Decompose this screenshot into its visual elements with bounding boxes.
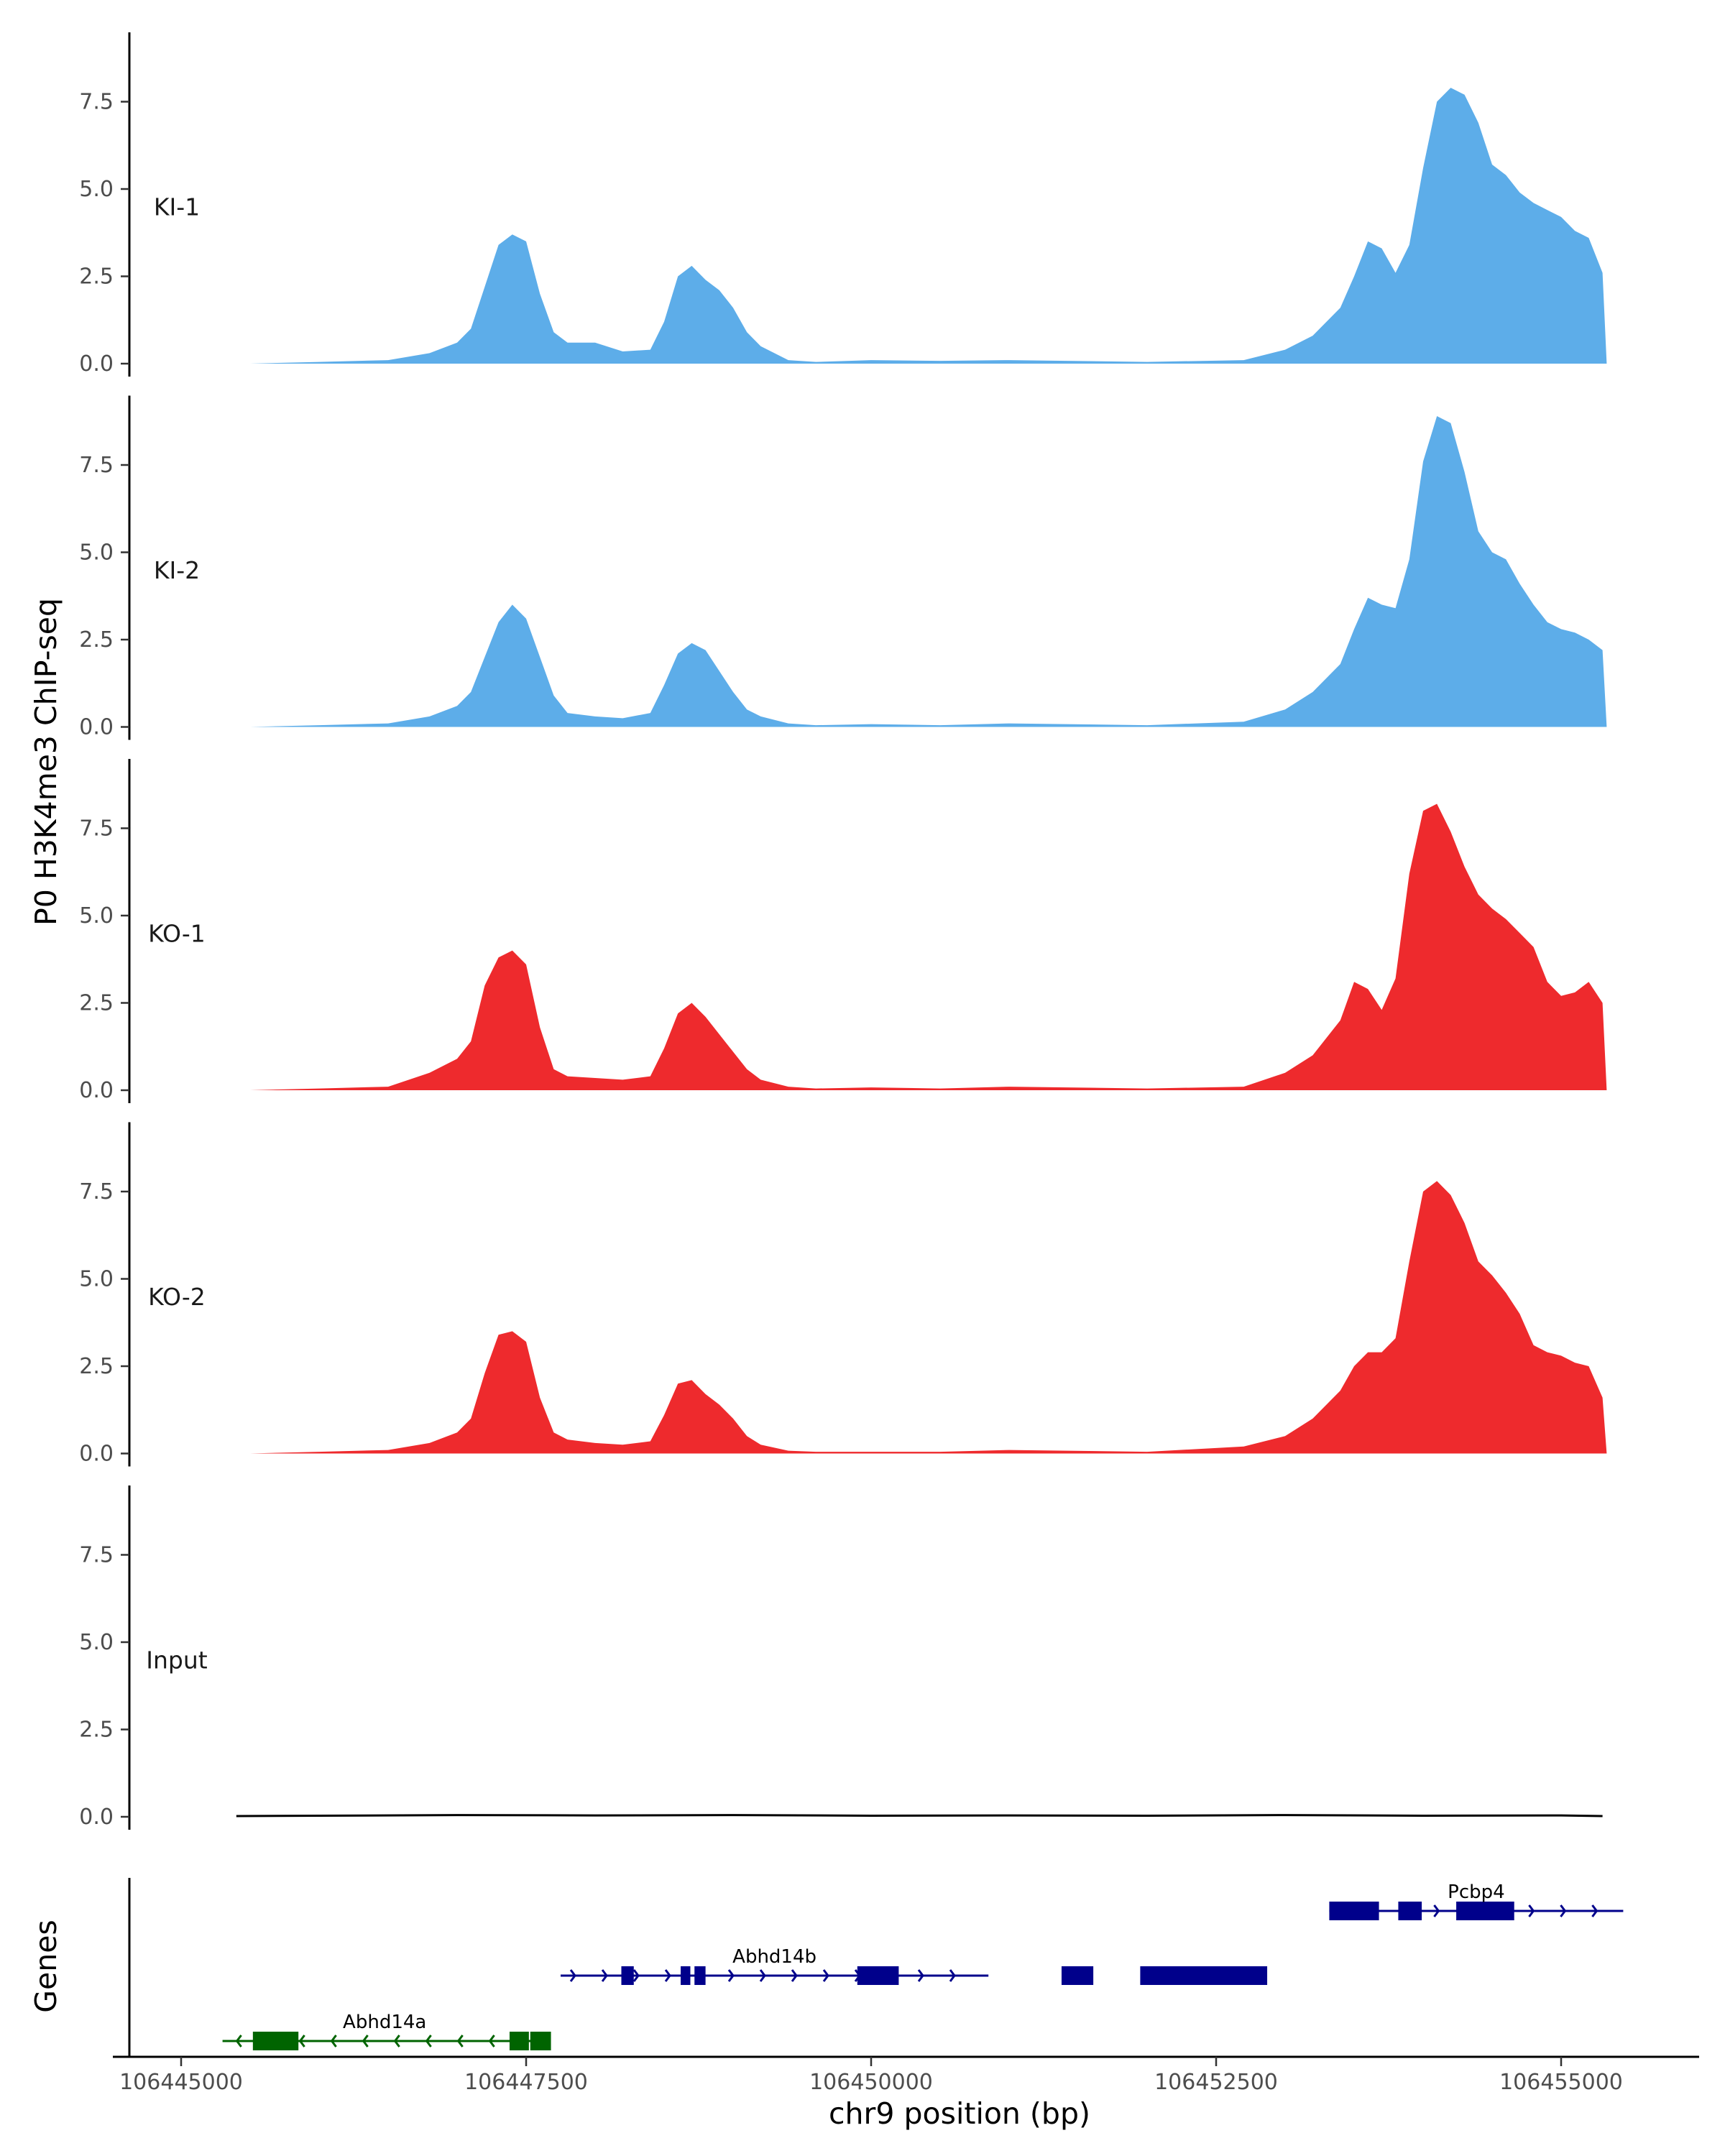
strand-arrow	[727, 1969, 735, 1982]
track-label: KI-2	[154, 556, 200, 584]
strand-arrow	[601, 1969, 608, 1982]
exon-block	[681, 1966, 691, 1985]
strand-arrow	[456, 2035, 464, 2047]
x-tick-label: 106445000	[119, 2070, 243, 2095]
strand-arrow	[632, 1969, 640, 1982]
strand-arrow	[664, 1969, 671, 1982]
series-line	[236, 1814, 1603, 1818]
strand-arrow	[822, 1969, 829, 1982]
gene-label: Pcbp4	[1448, 1881, 1505, 1903]
gene-pcbp4: Pcbp4	[1329, 1881, 1624, 1920]
track-label: KO-2	[148, 1283, 206, 1311]
y-tick-label: 7.5	[79, 1179, 114, 1204]
strand-arrow	[917, 1969, 924, 1982]
gene-abhd14b: Abhd14b	[561, 1946, 1268, 1985]
strand-arrow	[425, 2035, 432, 2047]
genes-axis-title: Genes	[29, 1920, 63, 2013]
y-tick-label: 2.5	[79, 991, 114, 1016]
series-area	[250, 88, 1607, 364]
exon-block	[1456, 1902, 1514, 1920]
x-tick-label: 106455000	[1499, 2070, 1623, 2095]
x-tick-label: 106447500	[464, 2070, 588, 2095]
y-tick-label: 7.5	[79, 1543, 114, 1568]
x-axis-title: chr9 position (bp)	[829, 2096, 1090, 2131]
coverage-tracks: 0.0 2.5 5.0 7.5 KI-1 0.0 2.5 5.0 7.5 KI-2 0.0 2.5 5.…	[79, 32, 1607, 1830]
exon-block	[694, 1966, 706, 1985]
y-tick-label: 5.0	[79, 177, 114, 202]
strand-arrow	[330, 2035, 337, 2047]
y-tick-label: 5.0	[79, 540, 114, 566]
strand-arrow	[949, 1969, 956, 1982]
strand-arrow	[235, 2035, 242, 2047]
track-ko-1: 0.0 2.5 5.0 7.5 KO-1	[79, 759, 1607, 1103]
y-tick-label: 0.0	[79, 1078, 114, 1103]
y-tick-label: 7.5	[79, 453, 114, 478]
y-tick-label: 2.5	[79, 627, 114, 653]
strand-arrow	[1560, 1904, 1567, 1917]
series-area	[250, 1181, 1607, 1454]
gene-abhd14a: Abhd14a	[222, 2012, 551, 2050]
gene-annotation-track: Pcbp4 Abhd14b Abhd14a	[128, 1878, 1624, 2057]
track-label: KI-1	[154, 193, 200, 221]
y-tick-label: 0.0	[79, 1442, 114, 1467]
y-tick-label: 5.0	[79, 1630, 114, 1655]
y-tick-label: 2.5	[79, 1354, 114, 1379]
strand-arrow	[1433, 1904, 1440, 1917]
strand-arrow	[298, 2035, 305, 2047]
y-axis-title: P0 H3K4me3 ChIP-seq	[29, 598, 63, 926]
exon-block	[1398, 1902, 1422, 1920]
strand-arrow	[569, 1969, 576, 1982]
exon-block	[621, 1966, 634, 1985]
y-tick-label: 5.0	[79, 903, 114, 929]
exon-block	[509, 2032, 529, 2050]
gene-label: Abhd14b	[732, 1946, 816, 1968]
y-tick-label: 7.5	[79, 90, 114, 115]
series-area	[250, 416, 1607, 727]
strand-arrow	[1591, 1904, 1598, 1917]
exon-block	[530, 2032, 551, 2050]
strand-arrow	[1528, 1904, 1535, 1917]
track-ko-2: 0.0 2.5 5.0 7.5 KO-2	[79, 1122, 1607, 1467]
strand-arrow	[362, 2035, 369, 2047]
x-tick-label: 106452500	[1154, 2070, 1278, 2095]
track-label: Input	[146, 1646, 208, 1674]
strand-arrow	[393, 2035, 400, 2047]
strand-arrow	[488, 2035, 495, 2047]
series-area	[250, 803, 1607, 1090]
exon-block	[1329, 1902, 1379, 1920]
y-tick-label: 2.5	[79, 264, 114, 290]
y-tick-label: 7.5	[79, 816, 114, 842]
y-tick-label: 0.0	[79, 1805, 114, 1830]
exon-block	[1061, 1966, 1094, 1985]
track-ki-1: 0.0 2.5 5.0 7.5 KI-1	[79, 32, 1607, 377]
x-axis: 106445000 106447500 106450000 106452500 1064…	[113, 2055, 1699, 2095]
exon-block	[857, 1966, 899, 1985]
exon-block	[1140, 1966, 1268, 1985]
track-label: KO-1	[148, 919, 206, 947]
track-ki-2: 0.0 2.5 5.0 7.5 KI-2	[79, 395, 1607, 740]
strand-arrow	[759, 1969, 766, 1982]
y-tick-label: 0.0	[79, 715, 114, 740]
y-tick-label: 5.0	[79, 1267, 114, 1292]
y-tick-label: 0.0	[79, 351, 114, 377]
exon-block	[252, 2032, 299, 2050]
gene-label: Abhd14a	[343, 2012, 426, 2033]
x-tick-label: 106450000	[809, 2070, 933, 2095]
track-input: 0.0 2.5 5.0 7.5 Input	[79, 1485, 1603, 1830]
y-tick-label: 2.5	[79, 1718, 114, 1743]
strand-arrow	[791, 1969, 798, 1982]
